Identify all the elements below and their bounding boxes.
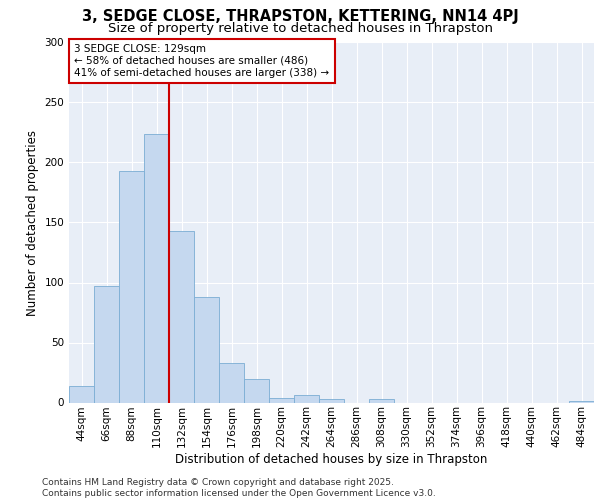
X-axis label: Distribution of detached houses by size in Thrapston: Distribution of detached houses by size …: [175, 453, 488, 466]
Bar: [119, 171, 144, 402]
Text: Contains HM Land Registry data © Crown copyright and database right 2025.
Contai: Contains HM Land Registry data © Crown c…: [42, 478, 436, 498]
Y-axis label: Number of detached properties: Number of detached properties: [26, 130, 39, 316]
Bar: [169, 231, 194, 402]
Bar: [244, 378, 269, 402]
Text: 3 SEDGE CLOSE: 129sqm
← 58% of detached houses are smaller (486)
41% of semi-det: 3 SEDGE CLOSE: 129sqm ← 58% of detached …: [74, 44, 329, 78]
Text: 3, SEDGE CLOSE, THRAPSTON, KETTERING, NN14 4PJ: 3, SEDGE CLOSE, THRAPSTON, KETTERING, NN…: [82, 9, 518, 24]
Bar: [219, 363, 244, 403]
Bar: [94, 286, 119, 403]
Bar: [194, 297, 219, 403]
Bar: [144, 134, 169, 402]
Bar: [69, 386, 94, 402]
Bar: [269, 398, 294, 402]
Bar: [294, 396, 319, 402]
Bar: [319, 399, 344, 402]
Text: Size of property relative to detached houses in Thrapston: Size of property relative to detached ho…: [107, 22, 493, 35]
Bar: [369, 399, 394, 402]
